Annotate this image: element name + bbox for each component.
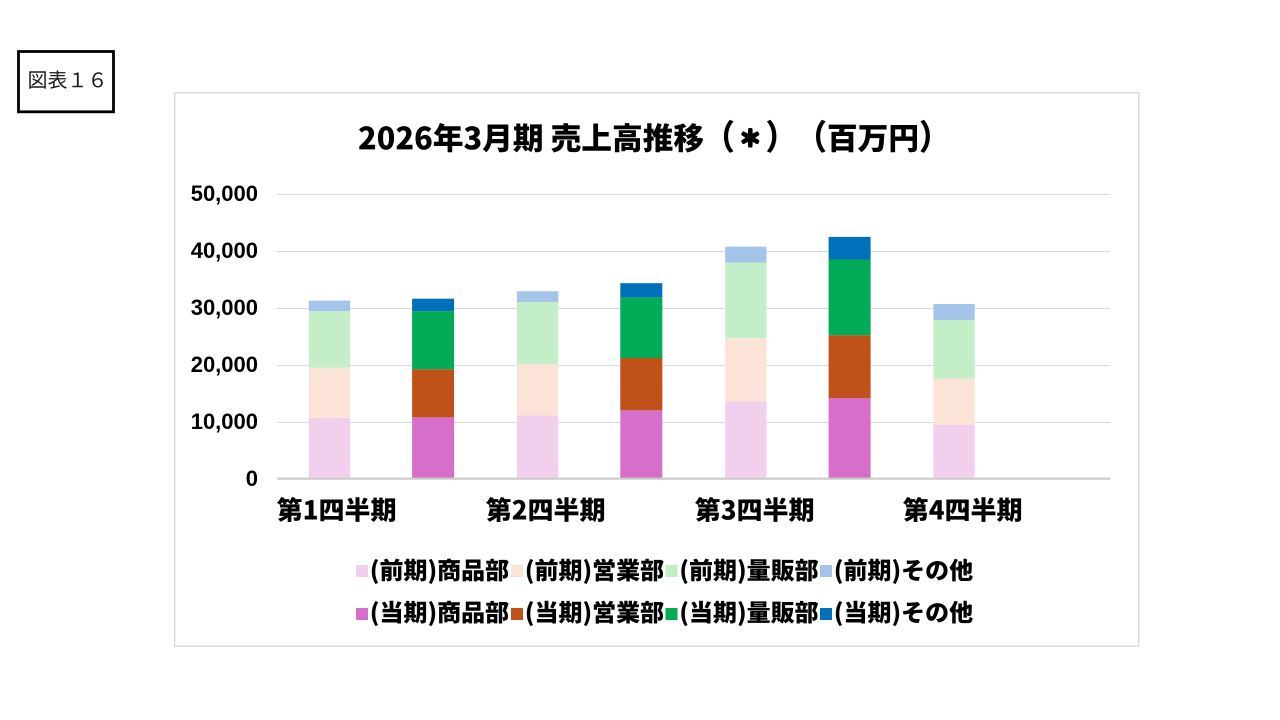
svg-text:20,000: 20,000 (191, 352, 258, 377)
svg-text:10,000: 10,000 (191, 409, 258, 434)
svg-text:40,000: 40,000 (191, 238, 258, 263)
svg-text:30,000: 30,000 (191, 295, 258, 320)
svg-text:50,000: 50,000 (191, 181, 258, 206)
svg-text:0: 0 (246, 466, 258, 491)
